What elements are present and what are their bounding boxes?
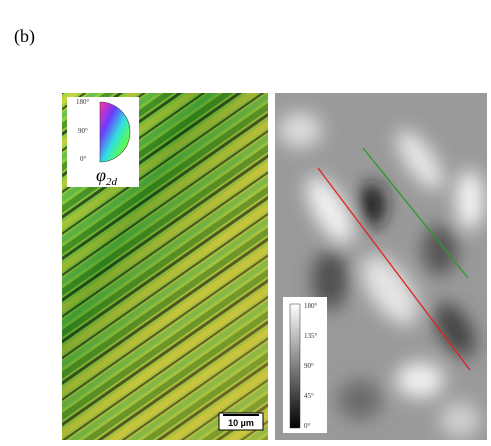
legend-label: 90° bbox=[78, 127, 88, 135]
colorbar-label: 90° bbox=[304, 362, 314, 370]
colorbar-label: 0° bbox=[304, 422, 311, 430]
legend-label: 0° bbox=[80, 155, 87, 163]
legend-label: 180° bbox=[76, 98, 90, 106]
colorbar-label: 45° bbox=[304, 392, 314, 400]
subscript: 2d bbox=[106, 176, 118, 188]
colorbar-label: 180° bbox=[304, 302, 318, 310]
scale-bar-box bbox=[218, 412, 264, 431]
profile-line bbox=[362, 147, 469, 279]
symbol: φ bbox=[96, 165, 106, 185]
legend-symbol: φ2d bbox=[96, 165, 117, 188]
panel-label: (b) bbox=[14, 26, 35, 47]
profile-line bbox=[317, 167, 471, 371]
scale-bar-label: 10 µm bbox=[228, 418, 254, 428]
gray-texture bbox=[278, 112, 484, 438]
colorbar bbox=[289, 303, 301, 429]
color-key bbox=[99, 101, 131, 163]
colorbar-label: 135° bbox=[304, 332, 318, 340]
colorbar-labels: 180° 135° 90° 45° 0° bbox=[304, 302, 318, 430]
